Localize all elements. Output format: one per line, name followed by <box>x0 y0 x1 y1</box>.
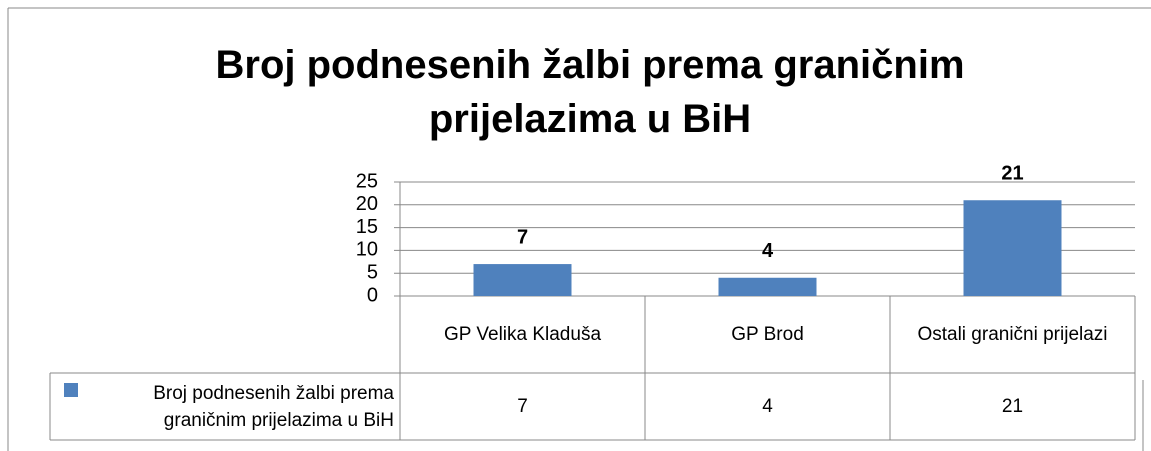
x-tick-label: Ostali granični prijelazi <box>917 324 1108 345</box>
table-value: 4 <box>762 396 773 417</box>
y-tick-label: 5 <box>367 261 378 283</box>
y-tick-label: 20 <box>356 193 378 215</box>
data-label: 7 <box>517 226 528 248</box>
bar <box>718 277 817 296</box>
x-tick-label: GP Velika Kladuša <box>443 324 602 345</box>
legend-key <box>64 383 78 397</box>
y-tick-label: 10 <box>356 239 378 261</box>
data-label: 21 <box>1001 163 1023 185</box>
bar <box>963 200 1062 296</box>
y-tick-label: 15 <box>356 216 378 238</box>
x-tick-label: GP Brod <box>731 324 804 345</box>
bar <box>473 264 572 296</box>
table-value: 21 <box>1001 396 1024 417</box>
y-tick-label: 0 <box>367 284 378 306</box>
legend-label: Broj podnesenih žalbi prema graničnim pr… <box>153 382 394 431</box>
data-label: 4 <box>762 240 774 262</box>
chart-title: Broj podnesenih žalbi prema graničnim pr… <box>215 43 965 141</box>
table-value: 7 <box>517 396 528 417</box>
y-tick-label: 25 <box>356 170 378 192</box>
